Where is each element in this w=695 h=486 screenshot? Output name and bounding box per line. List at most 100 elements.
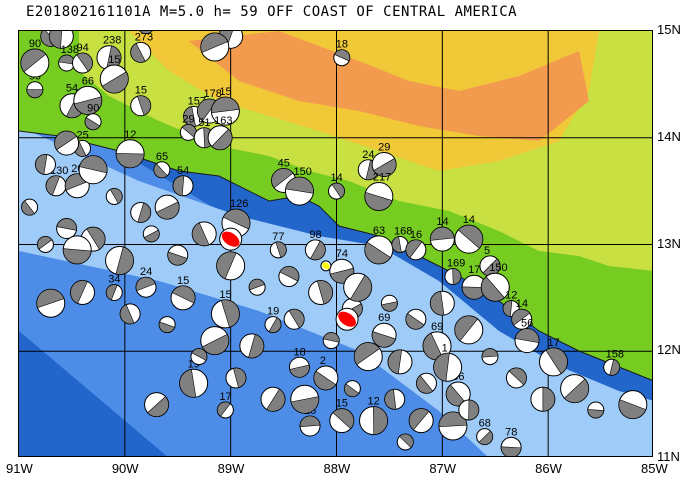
longitude-label: 89W [217,461,245,476]
beachball-compression [433,353,450,382]
beachball-compression [452,268,462,285]
beachball-compression [70,280,88,304]
beachball-compression [109,188,123,204]
focal-mechanism: 138 [58,44,79,72]
event-label: 74 [336,248,348,260]
beachball-compression [197,98,217,122]
focal-mechanism [56,217,78,239]
focal-mechanism [438,411,468,441]
beachball-compression [500,446,522,456]
beachball-compression [371,331,396,348]
focal-mechanism: 68 [476,418,494,446]
focal-mechanism [200,326,230,356]
focal-mechanism: 19 [264,306,282,334]
event-label: 18 [336,39,348,51]
event-label: 77 [272,231,284,243]
beachball-compression [405,313,425,330]
beachball-compression [211,96,240,114]
focal-mechanism: 54 [172,165,194,197]
beachball-compression [266,388,286,412]
focal-mechanism: 14 [429,216,455,252]
focal-mechanism: 29 [179,113,197,141]
beachball-compression [332,408,355,430]
event-label: 14 [436,216,448,228]
focal-mechanism: 150 [480,262,510,302]
beachball-compression [36,288,65,309]
focal-mechanism: 2 [313,355,339,391]
focal-mechanism [154,194,180,220]
focal-mechanism [144,392,170,418]
map-canvas[interactable]: 9962869013894238151227312212218155466901… [19,31,653,457]
event-label: 15 [108,54,120,66]
beachball-compression [54,130,77,151]
event-label: 15 [336,398,348,410]
beachball-compression [172,175,185,197]
beachball-compression [86,226,106,250]
event-label: 1 [442,342,448,354]
beachball-compression [563,378,589,403]
beachball-compression [290,396,320,414]
beachball-compression [482,258,501,277]
beachball-compression [289,364,310,378]
event-label: 98 [309,229,321,241]
focal-mechanism: 99 [26,71,44,99]
focal-mechanism: 169 [444,258,465,286]
focal-mechanism: 168 [391,226,412,253]
highlight-event [320,260,332,272]
event-label: 273 [135,31,153,43]
focal-mechanism: 14 [328,172,345,200]
event-label: 15 [135,85,147,97]
focal-mechanism: 66 [73,75,103,115]
beachball-compression [344,383,360,397]
event-label: 18 [293,346,305,358]
beachball-compression [416,375,434,394]
longitude-label: 90W [111,461,139,476]
event-label: 14 [463,214,475,226]
event-label: 17 [219,391,231,403]
beachball-compression [179,369,197,398]
focal-mechanism: 15 [329,398,355,434]
beachball-compression [331,182,345,199]
focal-mechanism: 69 [371,312,397,348]
beachball-compression [275,241,287,258]
focal-mechanism [481,348,499,366]
beachball-compression [84,117,101,130]
focal-mechanism: 14 [511,298,533,330]
focal-mechanism: 29 [371,141,397,177]
beachball-compression [191,222,210,247]
beachball-compression [56,218,77,231]
focal-mechanism: 34 [105,274,123,302]
event-label: 15 [219,289,231,301]
focal-mechanism [353,342,383,372]
beachball-compression [137,95,151,116]
beachball-compression [310,240,326,261]
beachball-compression [313,370,337,391]
focal-mechanism: 69 [422,321,452,361]
beachball-compression [545,347,568,375]
focal-mechanism [142,225,160,243]
focal-mechanism [380,294,398,312]
focal-mechanism: 18 [333,39,351,67]
focal-mechanism [408,408,434,434]
longitude-label: 87W [429,461,457,476]
focal-mechanism [384,388,406,410]
event-label: 238 [103,35,121,47]
event-label: 12 [505,290,517,302]
beachball-compression [299,415,321,428]
focal-mechanism [239,333,265,359]
focal-mechanism: 15 [210,289,240,329]
focal-mechanism: 98 [304,229,326,261]
beachball-compression [62,248,92,265]
focal-mechanism [415,372,437,394]
beachball-compression [135,276,156,292]
beachball-compression [222,208,251,230]
event-label: 69 [431,321,443,333]
beachball-compression [480,276,505,302]
beachball-compression [217,401,231,417]
beachball-compression [35,154,48,175]
beachball-compression [153,163,168,178]
beachball-compression [364,191,393,211]
beachball-compression [350,274,372,302]
focal-mechanism: 18 [288,346,310,378]
beachball-compression [511,308,531,326]
